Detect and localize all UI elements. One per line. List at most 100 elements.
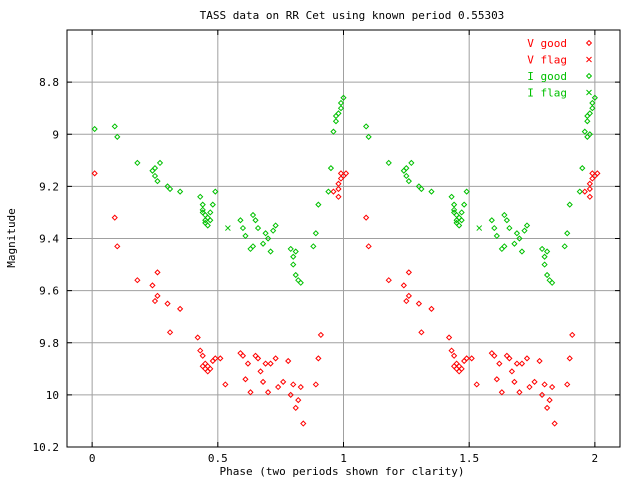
i-good-point	[538, 245, 546, 253]
y-tick-label: 9.2	[39, 180, 59, 193]
i-good-point	[518, 248, 526, 255]
v-good-point	[463, 355, 470, 362]
i-good-point	[543, 248, 551, 255]
v-good-point	[511, 378, 518, 385]
i-good-point	[325, 188, 332, 195]
i-good-point	[541, 261, 548, 268]
i-flag-point	[225, 225, 231, 231]
v-good-point	[531, 378, 538, 385]
v-good-point	[312, 381, 319, 388]
i-good-point	[543, 271, 551, 279]
x-axis-label: Phase (two periods shown for clarity)	[219, 465, 464, 478]
v-good-point	[418, 329, 425, 336]
v-good-point	[335, 193, 342, 200]
i-good-point	[156, 159, 164, 167]
v-good-point	[114, 243, 121, 250]
i-good-point	[272, 222, 279, 229]
chart-title: TASS data on RR Cet using known period 0…	[200, 9, 505, 22]
i-good-point	[586, 110, 593, 117]
i-good-point	[151, 165, 159, 172]
i-good-point	[237, 217, 244, 224]
i-good-point	[151, 172, 159, 180]
v-good-point	[244, 360, 252, 367]
v-good-point	[566, 355, 573, 362]
y-tick-label: 9.8	[39, 337, 59, 350]
v-good-point	[581, 188, 588, 195]
legend-label-v-flag: V flag	[527, 54, 567, 67]
i-good-point	[516, 235, 523, 242]
i-good-point	[584, 118, 591, 125]
i-good-point	[589, 105, 596, 112]
i-good-point	[365, 133, 372, 140]
i-good-point	[491, 224, 498, 232]
i-good-point	[463, 188, 470, 195]
x-tick-label: 0	[89, 452, 96, 465]
i-good-point	[154, 178, 161, 185]
v-good-point	[538, 391, 546, 398]
v-good-point	[506, 355, 513, 362]
v-good-point	[315, 355, 322, 362]
v-good-point	[267, 360, 274, 367]
v-good-point	[207, 365, 214, 372]
v-good-point	[254, 355, 262, 362]
i-good-point	[428, 188, 435, 195]
v-good-point	[295, 396, 302, 404]
v-good-point	[569, 331, 576, 339]
i-good-point	[340, 94, 347, 101]
y-tick-label: 9.4	[39, 233, 59, 246]
y-axis-label: Magnitude	[5, 208, 18, 268]
v-good-point	[91, 170, 98, 177]
i-good-point	[337, 99, 345, 107]
v-good-point	[280, 378, 287, 385]
i-good-point	[403, 172, 410, 180]
v-good-point	[594, 170, 601, 177]
v-good-point	[111, 214, 118, 221]
x-tick-label: 1	[340, 452, 347, 465]
v-good-point	[473, 381, 480, 388]
i-good-point	[561, 243, 568, 250]
i-good-point	[448, 193, 455, 200]
v-good-point	[287, 391, 294, 398]
i-good-point	[292, 271, 299, 279]
v-good-point	[317, 331, 324, 339]
v-good-point	[516, 389, 523, 396]
i-good-point	[579, 165, 586, 172]
v-good-point	[239, 352, 247, 359]
v-good-point	[194, 334, 201, 341]
v-good-point	[154, 292, 161, 299]
i-good-point	[330, 128, 337, 135]
v-good-point	[259, 378, 267, 385]
y-tick-label: 9.6	[39, 285, 59, 298]
v-good-point	[257, 368, 264, 375]
i-good-point	[262, 230, 269, 237]
i-good-point	[541, 253, 548, 260]
i-good-point	[385, 159, 392, 167]
v-good-point	[541, 381, 548, 388]
i-good-point	[209, 201, 216, 208]
i-good-point	[254, 224, 262, 232]
i-good-point	[503, 217, 510, 224]
i-good-point	[408, 159, 415, 167]
v-good-point	[342, 170, 350, 177]
v-good-point	[513, 360, 521, 367]
v-good-point	[564, 381, 571, 388]
v-good-point	[199, 352, 206, 359]
i-good-point	[584, 133, 591, 140]
i-good-point	[493, 232, 500, 240]
i-good-point	[267, 248, 274, 255]
i-good-point	[270, 227, 277, 234]
v-good-point	[149, 282, 156, 289]
i-good-point	[199, 201, 206, 208]
data-points	[91, 94, 601, 427]
i-good-point	[259, 240, 267, 247]
i-good-point	[335, 110, 342, 117]
i-good-point	[418, 185, 425, 193]
i-good-point	[327, 165, 335, 172]
v-good-point	[518, 360, 526, 367]
i-good-point	[456, 222, 463, 229]
i-good-point	[204, 222, 211, 229]
legend-marker-v-flag	[586, 56, 592, 63]
v-good-point	[300, 420, 307, 427]
i-good-point	[249, 211, 257, 219]
v-good-point	[586, 185, 593, 193]
